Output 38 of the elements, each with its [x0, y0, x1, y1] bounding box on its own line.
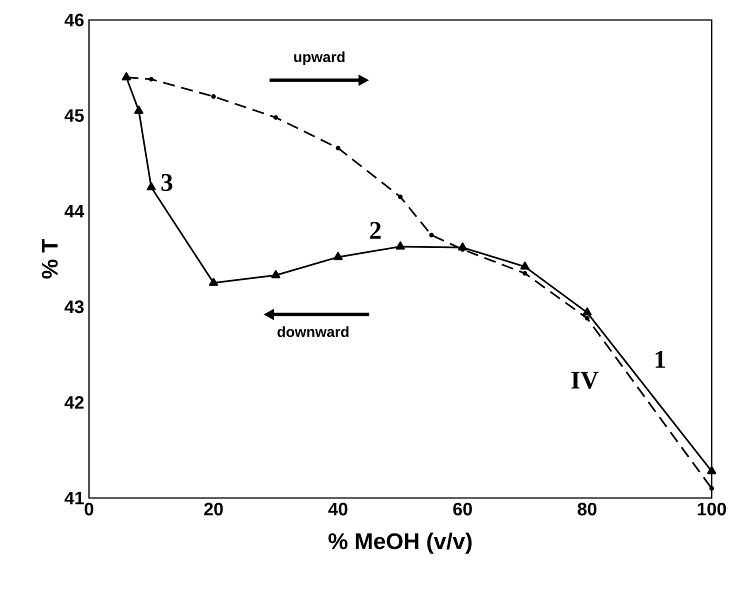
x-tick-label: 0	[84, 502, 94, 516]
point	[146, 182, 156, 190]
x-tick-label: 100	[698, 502, 726, 516]
annotation: downward	[278, 326, 348, 338]
y-tick-label: 45	[64, 109, 84, 122]
x-tick-label: 40	[328, 502, 348, 516]
y-tick-label: 41	[64, 492, 84, 504]
point	[211, 94, 216, 99]
point	[398, 194, 403, 200]
y-axis-title: % T	[42, 239, 58, 279]
point	[271, 270, 280, 278]
annotation: 2	[370, 222, 381, 239]
point	[334, 252, 343, 260]
point	[396, 241, 405, 250]
x-tick-label: 80	[578, 502, 596, 516]
point	[134, 106, 144, 114]
point	[522, 271, 528, 276]
point	[208, 278, 218, 286]
point	[148, 76, 154, 82]
annotation: 1	[656, 351, 666, 368]
y-tick-label: 44	[64, 205, 84, 218]
y-tick-label: 42	[64, 396, 84, 409]
x-axis-title: % MeOH (v/v)	[328, 532, 472, 554]
point	[273, 115, 278, 120]
annotation: IV	[571, 372, 598, 389]
x-tick-label: 60	[453, 502, 472, 516]
annotation: upward	[294, 51, 344, 66]
y-tick-label: 46	[64, 14, 84, 26]
point	[709, 486, 714, 491]
y-tick-label: 43	[64, 300, 84, 314]
point	[336, 146, 340, 150]
point	[520, 262, 530, 270]
point	[584, 316, 590, 321]
annotation: 3	[161, 174, 172, 192]
point	[429, 232, 434, 238]
point	[582, 307, 592, 316]
x-tick-label: 20	[204, 502, 223, 516]
point	[707, 466, 716, 474]
